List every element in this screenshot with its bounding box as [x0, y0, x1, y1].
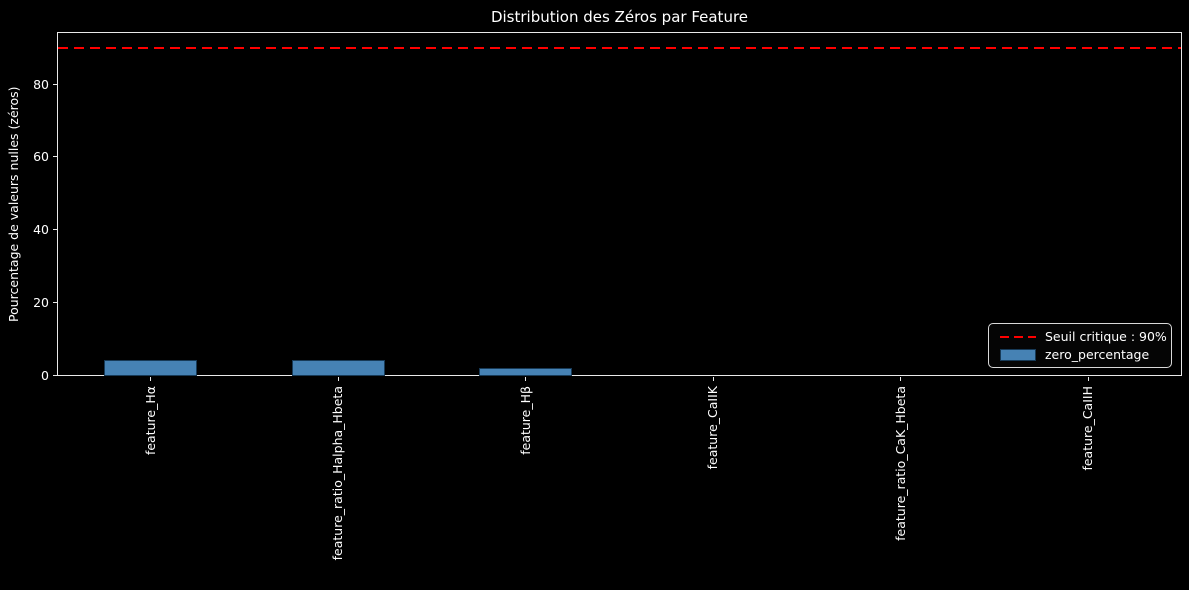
y-tick-mark [53, 375, 57, 376]
plot-area [57, 32, 1182, 376]
x-tick-mark [712, 377, 714, 381]
chart-title: Distribution des Zéros par Feature [490, 8, 749, 26]
x-tick-mark [525, 377, 527, 381]
y-tick-mark [53, 83, 57, 85]
bar [104, 359, 198, 376]
y-tick-label: 60 [33, 149, 49, 165]
x-tick-label: feature_Hβ [517, 386, 533, 455]
y-tick-label: 0 [41, 368, 49, 383]
x-tick-label: feature_ratio_CaK_Hbeta [892, 386, 908, 541]
bar-color-swatch [1000, 348, 1036, 361]
legend-item-threshold: Seuil critique : 90% [989, 329, 1171, 344]
legend-threshold-label: Seuil critique : 90% [1045, 329, 1167, 344]
y-tick-label: 80 [33, 76, 49, 92]
y-tick-mark [53, 302, 57, 304]
x-tick-label: feature_ratio_Halpha_Hbeta [330, 386, 346, 561]
x-tick-label: feature_CaIIH [1080, 386, 1096, 471]
legend: Seuil critique : 90% zero_percentage [988, 323, 1172, 368]
legend-item-series: zero_percentage [989, 347, 1171, 362]
y-tick-mark [53, 229, 57, 231]
bar [291, 360, 385, 376]
x-tick-label: feature_Hα [142, 386, 158, 456]
bar [479, 367, 573, 376]
x-tick-mark [900, 377, 902, 381]
threshold-dash-swatch [1000, 335, 1036, 338]
x-tick-mark [150, 377, 152, 381]
y-tick-label: 40 [33, 222, 49, 238]
threshold-line [58, 47, 1181, 49]
y-tick-mark [53, 156, 57, 158]
x-tick-label: feature_CaIIK [705, 386, 721, 470]
legend-series-label: zero_percentage [1045, 347, 1150, 362]
x-tick-mark [337, 377, 339, 381]
y-tick-label: 20 [33, 295, 49, 311]
x-tick-mark [1087, 377, 1089, 381]
